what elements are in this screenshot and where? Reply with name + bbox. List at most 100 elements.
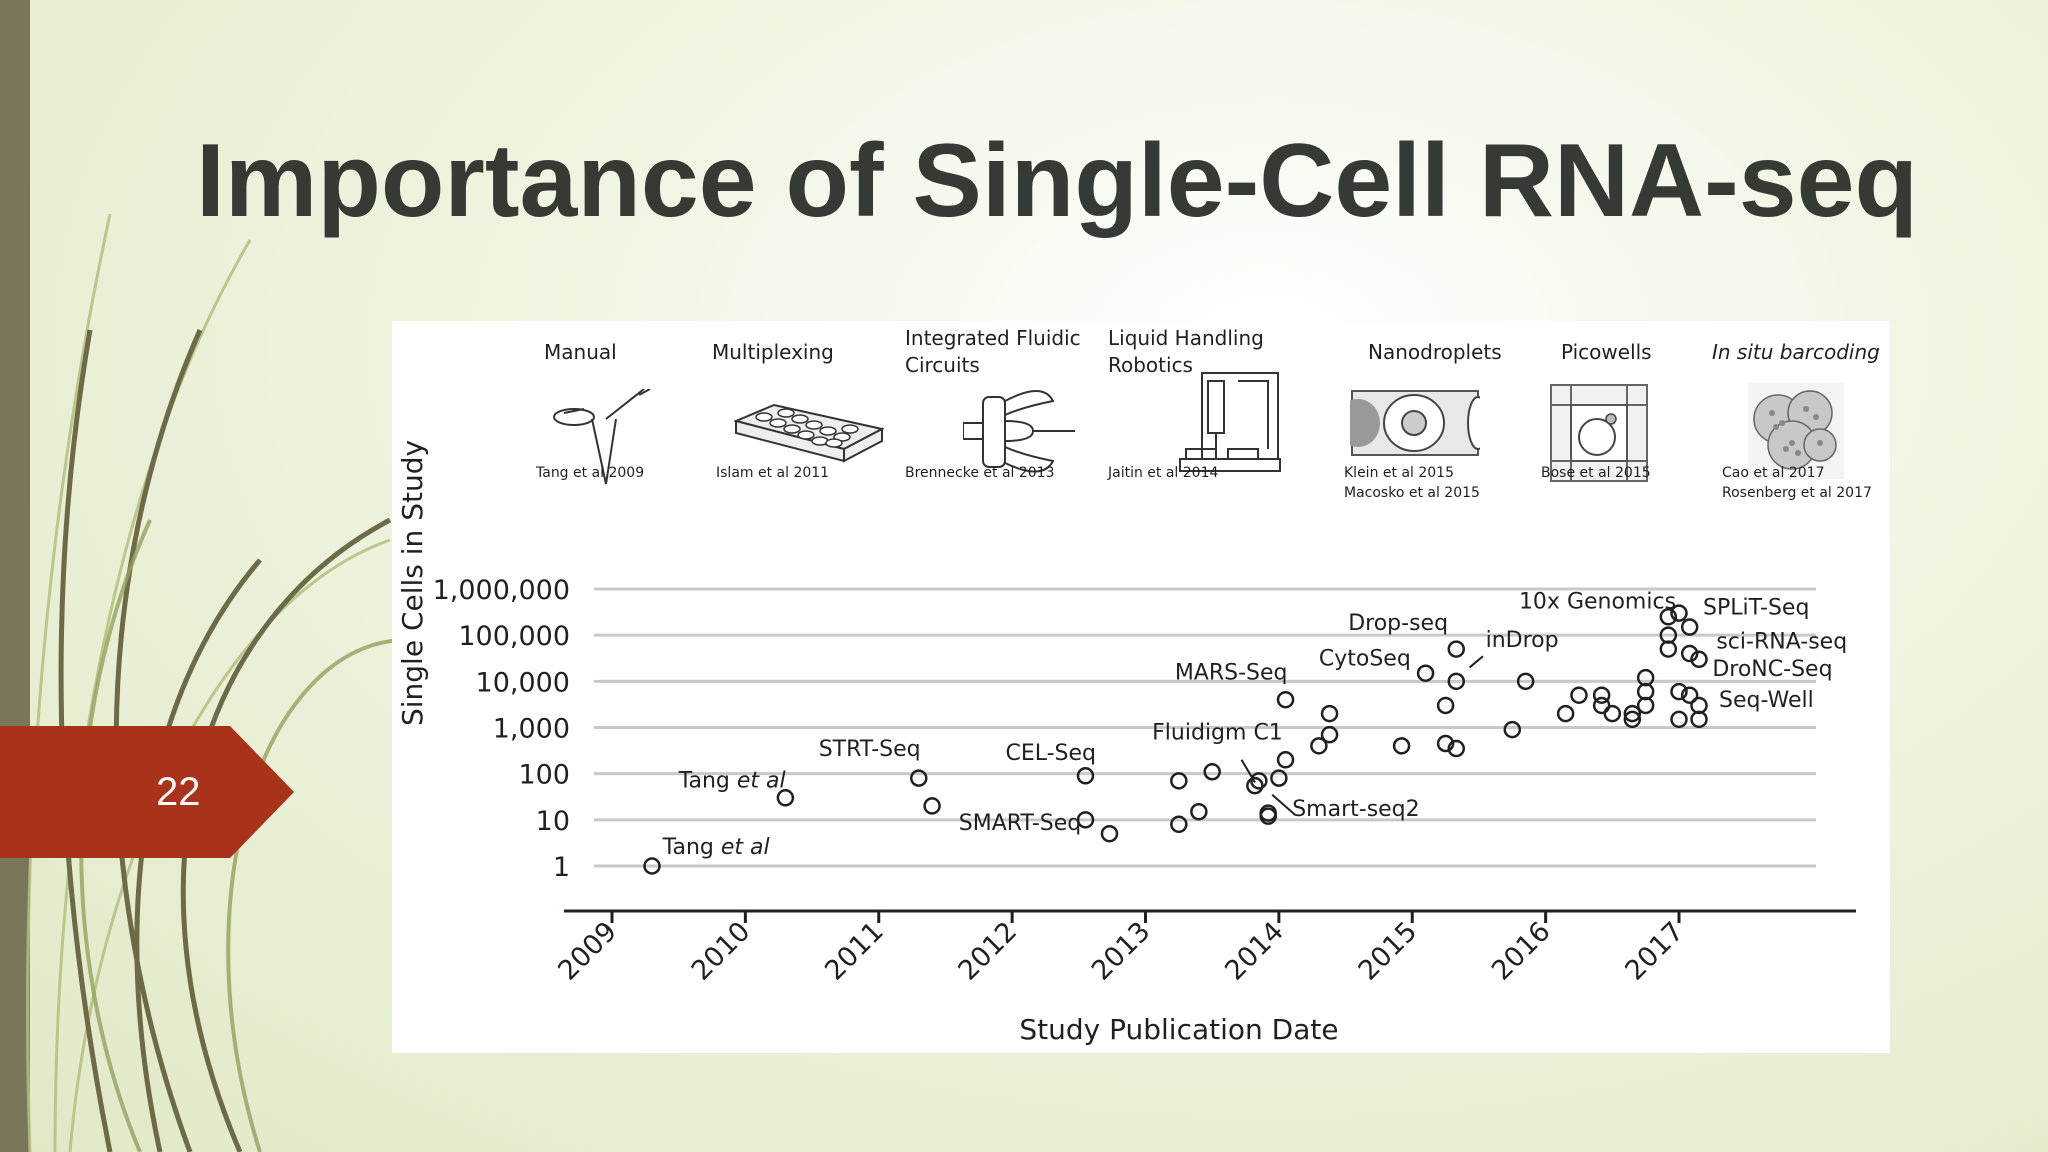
point-annotation: inDrop <box>1486 628 1559 653</box>
technique-citation: Islam et al 2011 <box>716 465 830 481</box>
x-tick-label: 2012 <box>953 916 1024 987</box>
tube-pipette-icon <box>553 389 651 485</box>
point-annotation: 10x Genomics <box>1519 589 1676 614</box>
y-tick-label: 10,000 <box>476 667 570 698</box>
page-number-tab <box>0 726 294 858</box>
data-point <box>1447 640 1466 658</box>
data-point <box>1659 608 1678 626</box>
technique-robotics: Liquid Handling Robotics Jaitin et al 20… <box>1108 325 1288 485</box>
technique-citation: Klein et al 2015 Macosko et al 2015 <box>1344 465 1480 501</box>
x-tick-label: 2009 <box>552 916 623 987</box>
data-point <box>1436 734 1455 753</box>
point-annotation: Tang et al <box>662 835 770 860</box>
technique-name: Multiplexing <box>712 340 834 364</box>
data-point <box>1670 710 1688 729</box>
technique-multiplexing: Multiplexing Islam et al 2011 <box>712 339 884 481</box>
data-point <box>1170 815 1188 834</box>
point-annotation: Seq-Well <box>1719 688 1814 713</box>
x-tick-label: 2017 <box>1619 916 1690 987</box>
data-point <box>1680 618 1699 636</box>
robot-icon <box>1179 372 1281 472</box>
data-point <box>1246 776 1264 795</box>
x-tick-label: 2014 <box>1219 916 1290 987</box>
data-point <box>1690 710 1708 729</box>
data-point <box>1592 686 1611 704</box>
technique-name: Integrated Fluidic Circuits <box>905 326 1081 377</box>
droplet-icon <box>1350 390 1480 456</box>
data-point <box>1556 704 1575 723</box>
y-tick-label: 100,000 <box>458 621 570 652</box>
data-point <box>1516 672 1535 691</box>
data-point <box>1570 686 1588 704</box>
data-point <box>1623 710 1642 729</box>
data-point <box>1603 704 1622 723</box>
point-annotation: STRT-Seq <box>819 737 921 762</box>
data-point <box>1076 811 1095 829</box>
data-point <box>1680 644 1699 663</box>
data-point <box>1447 739 1466 758</box>
point-annotation: MARS-Seq <box>1175 660 1288 685</box>
point-annotation: Smart-seq2 <box>1292 797 1419 822</box>
data-point <box>1659 640 1678 658</box>
data-point <box>1690 650 1708 669</box>
data-point <box>1100 824 1119 843</box>
data-point <box>1503 720 1522 739</box>
data-point <box>1670 682 1688 701</box>
leader-line <box>1468 655 1484 669</box>
data-point <box>1447 672 1466 691</box>
data-point <box>643 857 661 875</box>
data-point <box>1276 751 1295 769</box>
y-tick-label: 100 <box>518 760 570 791</box>
technique-manual: Manual Tang et al 2009 <box>536 339 694 485</box>
data-point <box>1310 737 1328 755</box>
point-annotation: CytoSeq <box>1319 647 1411 672</box>
slide-title: Importance of Single-Cell RNA-seq <box>196 123 1918 239</box>
data-point <box>1623 704 1642 723</box>
point-annotation: DroNC-Seq <box>1712 657 1832 682</box>
data-point <box>1320 725 1339 744</box>
data-point <box>1270 769 1288 787</box>
data-point <box>1436 696 1455 715</box>
page-number: 22 <box>156 770 201 814</box>
point-annotation: SMART-Seq <box>959 811 1082 836</box>
point-annotation: CEL-Seq <box>1005 741 1096 766</box>
scatter-chart: Tang et al Tang et al STRT-Seq CEL-Seq SMART… <box>396 440 1856 1046</box>
data-point <box>1170 772 1188 790</box>
x-tick-label: 2011 <box>819 916 890 987</box>
technique-citation: Jaitin et al 2014 <box>1108 465 1219 481</box>
picowell-icon <box>1550 384 1648 482</box>
left-accent-bar <box>0 0 30 1152</box>
data-point <box>1592 696 1611 715</box>
data-point <box>923 797 941 815</box>
point-annotation: sci-RNA-seq <box>1716 629 1847 654</box>
technique-fluidic-circuits: Integrated Fluidic Circuits Brennecke et… <box>905 325 1085 485</box>
data-point <box>1076 767 1095 785</box>
well-plate-icon <box>734 403 884 463</box>
data-point <box>1320 704 1339 723</box>
y-tick-label: 1,000 <box>493 714 570 745</box>
data-point <box>1250 772 1268 790</box>
x-axis-title: Study Publication Date <box>1019 1013 1338 1046</box>
point-annotation: Tang et al <box>678 769 786 794</box>
technique-name: Manual <box>544 340 617 364</box>
technique-nanodroplets: Nanodroplets Klein et al 2015 Macosko et… <box>1344 339 1530 501</box>
x-tick-label: 2010 <box>686 916 757 987</box>
y-axis-title: Single Cells in Study <box>396 440 429 726</box>
technique-name: In situ barcoding <box>1712 340 1880 364</box>
data-point <box>1670 604 1688 622</box>
x-tick-label: 2013 <box>1086 916 1157 987</box>
data-point <box>1680 686 1699 704</box>
technique-in-situ-barcoding: In situ barcoding Cao et al 2017 Rosenbe… <box>1712 339 1888 509</box>
data-point <box>1203 763 1221 781</box>
technique-citation: Tang et al 2009 <box>536 465 645 481</box>
x-tick-label: 2016 <box>1486 916 1557 987</box>
data-point <box>910 769 928 787</box>
point-annotation: Fluidigm C1 <box>1152 720 1283 745</box>
data-point <box>1392 737 1411 755</box>
technique-citation: Brennecke et al 2013 <box>905 465 1055 481</box>
fluidic-circuit-icon <box>963 390 1075 473</box>
point-annotation: Drop-seq <box>1348 611 1448 636</box>
figure-panel: Manual Tang et al 2009 Multiplexing <box>392 321 1890 1053</box>
technique-picowells: Picowells Bose et al 2015 <box>1541 339 1699 489</box>
technique-citation: Cao et al 2017 Rosenberg et al 2017 <box>1722 465 1872 501</box>
